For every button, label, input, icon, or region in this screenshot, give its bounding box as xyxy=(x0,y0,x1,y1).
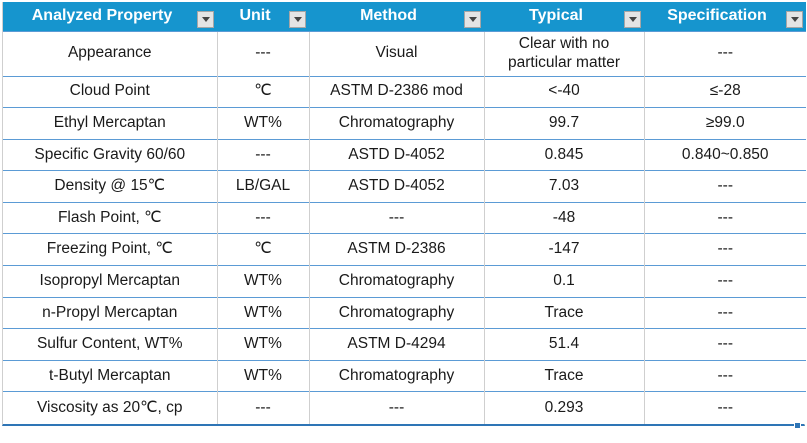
cell-unit[interactable]: --- xyxy=(216,201,309,234)
cell-typical[interactable]: 0.293 xyxy=(483,391,644,424)
cell-method[interactable]: Chromatography xyxy=(308,265,484,298)
cell-specification[interactable]: --- xyxy=(643,359,806,392)
column-header-label: Specification xyxy=(667,7,767,25)
cell-typical[interactable]: Trace xyxy=(483,296,644,329)
cell-specification[interactable]: ≥99.0 xyxy=(643,107,806,140)
cell-typical[interactable]: Clear with no particular matter xyxy=(483,30,644,76)
cell-unit[interactable]: --- xyxy=(216,30,309,76)
cell-typical[interactable]: -48 xyxy=(483,201,644,234)
table-row: Isopropyl Mercaptan WT% Chromatography 0.1-… xyxy=(3,265,806,298)
cell-specification[interactable]: --- xyxy=(643,296,806,329)
cell-specification[interactable]: --- xyxy=(643,201,806,234)
cell-specification[interactable]: --- xyxy=(643,233,806,266)
cell-unit[interactable]: ℃ xyxy=(216,75,309,108)
cell-method[interactable]: --- xyxy=(308,391,484,424)
cell-typical[interactable]: 0.1 xyxy=(483,265,644,298)
cell-method[interactable]: ASTM D-2386 xyxy=(308,233,484,266)
table-row: Freezing Point, ℃ ℃ ASTM D-2386 -147 --- xyxy=(3,233,806,266)
filter-dropdown-icon xyxy=(293,16,302,22)
cell-method[interactable]: ASTM D-2386 mod xyxy=(308,75,484,108)
column-header-unit: Unit xyxy=(217,2,309,31)
filter-button-typical[interactable] xyxy=(624,10,641,28)
table-header: Analyzed Property Unit Method Typical Sp… xyxy=(3,2,806,31)
selection-fill-handle-icon[interactable] xyxy=(794,421,801,429)
cell-property[interactable]: Viscosity as 20℃, cp xyxy=(3,391,217,424)
cell-typical[interactable]: 0.845 xyxy=(483,138,644,171)
analyzed-properties-table: Analyzed Property Unit Method Typical Sp… xyxy=(2,2,806,429)
cell-unit[interactable]: ℃ xyxy=(216,233,309,266)
cell-method[interactable]: Chromatography xyxy=(308,296,484,329)
cell-typical[interactable]: 51.4 xyxy=(483,328,644,361)
cell-specification[interactable]: --- xyxy=(643,30,806,76)
table-row: Specific Gravity 60/60 --- ASTD D-4052 0.84… xyxy=(3,138,806,171)
table-row: Ethyl Mercaptan WT% Chromatography 99.7 ≥99.… xyxy=(3,107,806,140)
column-header-label: Unit xyxy=(239,7,271,25)
column-header-label: Typical xyxy=(529,7,583,25)
filter-dropdown-icon xyxy=(790,16,799,22)
cell-property[interactable]: Cloud Point xyxy=(3,75,217,108)
cell-specification[interactable]: --- xyxy=(643,391,806,424)
cell-property[interactable]: Density @ 15℃ xyxy=(3,170,217,203)
cell-unit[interactable]: WT% xyxy=(216,296,309,329)
cell-specification[interactable]: --- xyxy=(643,170,806,203)
column-header-method: Method xyxy=(309,2,484,31)
cell-method[interactable]: Visual xyxy=(308,30,484,76)
table-row: t-Butyl Mercaptan WT% Chromatography Trace -… xyxy=(3,359,806,392)
cell-typical[interactable]: 7.03 xyxy=(483,170,644,203)
cell-typical[interactable]: <-40 xyxy=(483,75,644,108)
cell-method[interactable]: --- xyxy=(308,201,484,234)
column-header-label: Analyzed Property xyxy=(31,7,173,25)
cell-specification[interactable]: ≤-28 xyxy=(643,75,806,108)
table-row: Sulfur Content, WT% WT% ASTM D-4294 51.4 --- xyxy=(3,328,806,361)
table-row: Appearance --- Visual Clear with no particu… xyxy=(3,30,806,76)
cell-unit[interactable]: WT% xyxy=(216,328,309,361)
cell-typical[interactable]: Trace xyxy=(483,359,644,392)
table-row: Density @ 15℃ LB/GAL ASTD D-4052 7.03 --- xyxy=(3,170,806,203)
cell-method[interactable]: ASTM D-4294 xyxy=(308,328,484,361)
cell-unit[interactable]: LB/GAL xyxy=(216,170,309,203)
cell-unit[interactable]: WT% xyxy=(216,107,309,140)
cell-property[interactable]: Isopropyl Mercaptan xyxy=(3,265,217,298)
table-body: Appearance --- Visual Clear with no particu… xyxy=(3,30,806,424)
table-row: Cloud Point ℃ ASTM D-2386 mod <-40 ≤-28 xyxy=(3,75,806,108)
cell-method[interactable]: ASTD D-4052 xyxy=(308,138,484,171)
filter-button-specification[interactable] xyxy=(786,10,803,28)
column-header-specification: Specification xyxy=(644,2,806,31)
cell-property[interactable]: Freezing Point, ℃ xyxy=(3,233,217,266)
cell-property[interactable]: Appearance xyxy=(3,30,217,76)
table-row: n-Propyl Mercaptan WT% Chromatography Trace… xyxy=(3,296,806,329)
filter-button-method[interactable] xyxy=(464,10,481,28)
filter-dropdown-icon xyxy=(468,16,477,22)
filter-button-analyzed-property[interactable] xyxy=(197,10,214,28)
cell-method[interactable]: Chromatography xyxy=(308,359,484,392)
filter-dropdown-icon xyxy=(628,16,637,22)
cell-method[interactable]: ASTD D-4052 xyxy=(308,170,484,203)
cell-unit[interactable]: --- xyxy=(216,138,309,171)
cell-property[interactable]: Flash Point, ℃ xyxy=(3,201,217,234)
column-header-typical: Typical xyxy=(484,2,644,31)
cell-unit[interactable]: WT% xyxy=(216,359,309,392)
cell-typical[interactable]: -147 xyxy=(483,233,644,266)
column-header-label: Method xyxy=(360,7,417,25)
cell-unit[interactable]: --- xyxy=(216,391,309,424)
cell-property[interactable]: t-Butyl Mercaptan xyxy=(3,359,217,392)
cell-specification[interactable]: --- xyxy=(643,265,806,298)
cell-property[interactable]: Specific Gravity 60/60 xyxy=(3,138,217,171)
cell-property[interactable]: Sulfur Content, WT% xyxy=(3,328,217,361)
filter-dropdown-icon xyxy=(201,16,210,22)
cell-specification[interactable]: --- xyxy=(643,328,806,361)
cell-property[interactable]: Ethyl Mercaptan xyxy=(3,107,217,140)
table-row: Flash Point, ℃ --- --- -48 --- xyxy=(3,201,806,234)
cell-typical[interactable]: 99.7 xyxy=(483,107,644,140)
table-row: Viscosity as 20℃, cp --- --- 0.293 --- xyxy=(3,391,806,424)
cell-property[interactable]: n-Propyl Mercaptan xyxy=(3,296,217,329)
cell-specification[interactable]: 0.840~0.850 xyxy=(643,138,806,171)
filter-button-unit[interactable] xyxy=(289,10,306,28)
cell-unit[interactable]: WT% xyxy=(216,265,309,298)
column-header-analyzed-property: Analyzed Property xyxy=(3,2,217,31)
cell-method[interactable]: Chromatography xyxy=(308,107,484,140)
